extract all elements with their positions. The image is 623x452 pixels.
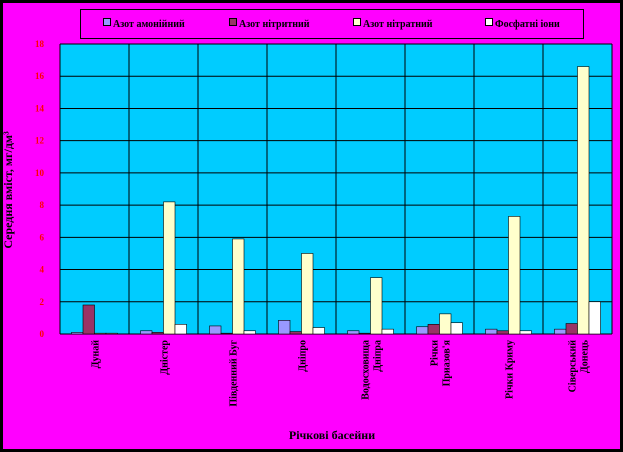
bar-4-0 xyxy=(347,330,360,335)
legend-label-ammonium: Азот амонійний xyxy=(113,19,185,30)
legend-label-nitrite: Азот нітритний xyxy=(239,19,310,30)
legend-swatch-nitrite xyxy=(229,18,237,26)
x-axis-categories: Дунай Дністер Південний Буг Дніпро Водосхови… xyxy=(91,339,591,406)
bar-0-1 xyxy=(82,304,95,335)
legend-swatch-nitrate xyxy=(353,18,361,26)
legend-item-nitrite: Азот нітритний xyxy=(229,18,310,30)
legend-swatch-ammonium xyxy=(103,18,111,26)
bar-6-1 xyxy=(496,330,509,335)
y-axis-ticks: 0 2 4 6 8 10 12 14 16 18 xyxy=(35,39,45,339)
x-category-label-4: Водосховища Дніпра xyxy=(361,340,384,400)
x-category-label-1: Дністер xyxy=(160,340,171,375)
x-category-label-6: Річки Криму xyxy=(505,340,516,399)
x-category-text-5-1: Приазов'я xyxy=(442,339,453,386)
y-tick-label-2: 4 xyxy=(40,265,45,275)
bar-3-0 xyxy=(278,320,291,335)
legend-swatch-phosphate xyxy=(485,18,493,26)
x-category-label-2: Південний Буг xyxy=(229,340,240,407)
x-category-text-5-0: Річки xyxy=(430,340,441,366)
x-category-text-7-1: Донець xyxy=(580,339,591,373)
bar-2-2 xyxy=(232,238,245,335)
bar-6-0 xyxy=(485,328,498,335)
x-category-text-7-0: Сіверський xyxy=(568,340,579,393)
bars xyxy=(71,66,601,335)
legend-item-ammonium: Азот амонійний xyxy=(103,18,185,30)
bar-1-1 xyxy=(151,332,164,335)
y-tick-label-5: 10 xyxy=(35,168,45,178)
bar-2-1 xyxy=(220,332,233,335)
bar-0-3 xyxy=(105,332,118,335)
x-category-text-4-0: Водосховища xyxy=(361,340,372,400)
x-category-text-4-1: Дніпра xyxy=(373,340,384,372)
bar-4-3 xyxy=(381,328,394,335)
y-tick-label-3: 6 xyxy=(40,232,45,242)
y-tick-label-8: 16 xyxy=(35,71,45,81)
legend-item-phosphate: Фосфатні іони xyxy=(485,18,560,30)
bar-5-3 xyxy=(450,322,463,335)
bar-1-0 xyxy=(140,330,153,335)
bar-7-0 xyxy=(554,328,567,335)
x-category-text-3-0: Дніпро xyxy=(298,340,309,372)
y-axis-title: Середня вміст, мг/дм³ xyxy=(1,131,15,249)
x-category-label-5: Річки Приазов'я xyxy=(430,339,453,386)
bar-3-3 xyxy=(312,327,325,335)
x-category-label-3: Дніпро xyxy=(298,340,309,372)
bar-5-1 xyxy=(427,324,440,335)
bar-6-2 xyxy=(508,216,521,335)
bar-2-3 xyxy=(243,330,256,335)
y-tick-label-6: 12 xyxy=(35,136,45,146)
bar-4-1 xyxy=(358,332,371,335)
y-tick-label-4: 8 xyxy=(40,200,45,210)
x-category-text-0-0: Дунай xyxy=(91,340,102,369)
bar-3-1 xyxy=(289,331,302,335)
bar-0-2 xyxy=(94,332,107,335)
bar-5-0 xyxy=(416,326,429,335)
x-category-text-6-0: Річки Криму xyxy=(505,340,516,399)
x-category-label-0: Дунай xyxy=(91,340,102,369)
x-category-text-2-0: Південний Буг xyxy=(229,340,240,407)
bar-7-1 xyxy=(565,323,578,335)
legend-label-phosphate: Фосфатні іони xyxy=(495,19,560,30)
bar-6-3 xyxy=(519,330,532,335)
x-axis-title: Річкові басейни xyxy=(289,428,375,442)
bar-1-3 xyxy=(174,324,187,335)
bar-4-2 xyxy=(370,277,383,335)
y-tick-label-7: 14 xyxy=(35,103,45,113)
bar-2-0 xyxy=(209,325,222,335)
bar-0-0 xyxy=(71,332,84,335)
bar-1-2 xyxy=(163,201,176,335)
y-tick-label-1: 2 xyxy=(40,297,45,307)
bar-7-2 xyxy=(577,66,590,335)
bar-3-2 xyxy=(301,253,314,335)
x-category-text-1-0: Дністер xyxy=(160,340,171,375)
y-tick-label-0: 0 xyxy=(40,329,45,339)
bar-7-3 xyxy=(588,301,601,335)
bar-5-2 xyxy=(439,313,452,335)
legend: Азот амонійний Азот нітритний Азот нітра… xyxy=(80,9,584,39)
x-category-label-7: Сіверський Донець xyxy=(568,339,591,392)
y-tick-label-9: 18 xyxy=(35,39,45,49)
legend-item-nitrate: Азот нітратний xyxy=(353,18,433,30)
legend-label-nitrate: Азот нітратний xyxy=(363,19,433,30)
